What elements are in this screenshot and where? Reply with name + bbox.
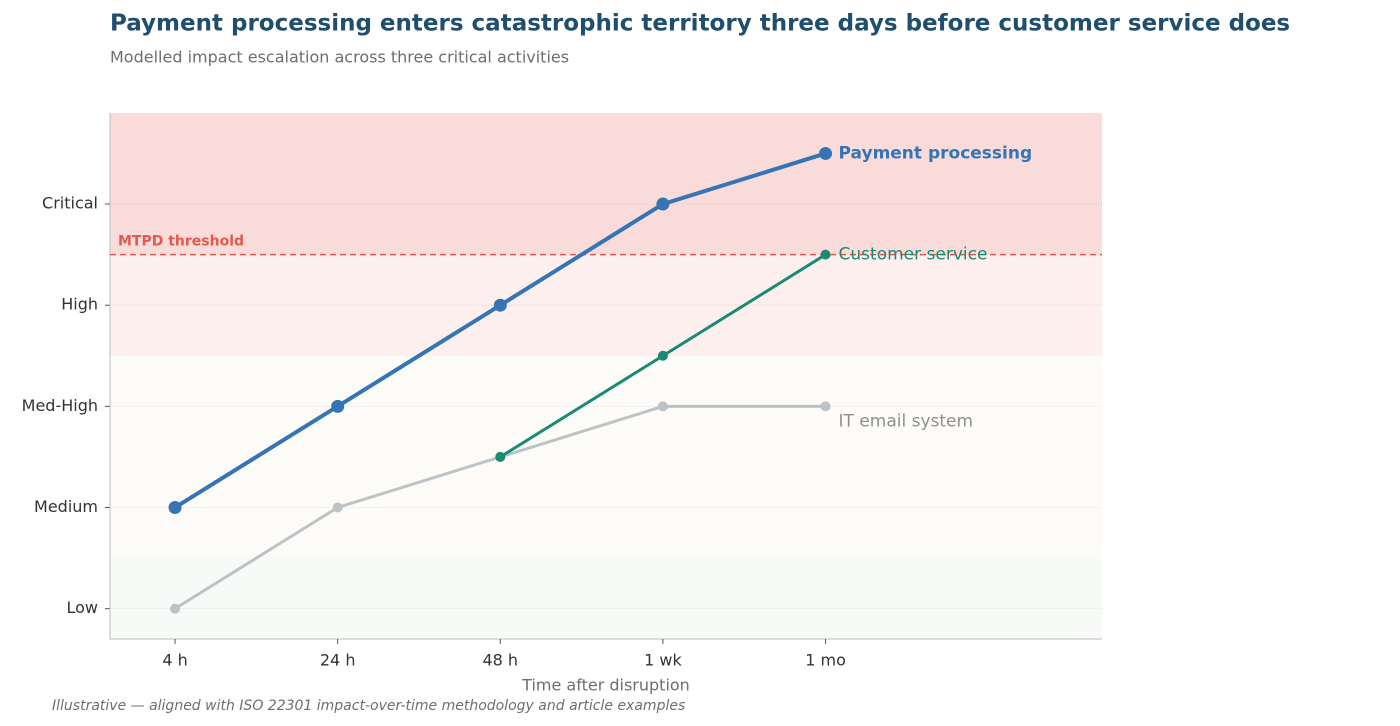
band	[110, 558, 1102, 639]
x-tick-label: 48 h	[482, 651, 518, 670]
x-tick-label: 24 h	[320, 651, 356, 670]
data-point	[493, 298, 507, 312]
data-point	[820, 249, 831, 260]
footnote: Illustrative — aligned with ISO 22301 im…	[52, 698, 685, 714]
y-tick-label: High	[61, 295, 98, 314]
data-point	[170, 603, 181, 614]
data-point	[819, 146, 833, 160]
x-tick-label: 1 wk	[644, 651, 682, 670]
data-point	[495, 451, 506, 462]
y-tick-label: Medium	[34, 497, 98, 516]
band	[110, 254, 1102, 356]
chart-title: Payment processing enters catastrophic t…	[110, 11, 1290, 37]
data-point	[657, 350, 668, 361]
data-point	[168, 501, 182, 514]
data-point	[332, 502, 343, 513]
y-tick-label: Med-High	[22, 396, 98, 415]
y-tick-label: Low	[66, 598, 98, 617]
x-axis-label: Time after disruption	[521, 676, 690, 695]
data-point	[820, 401, 831, 412]
x-tick-label: 4 h	[162, 651, 187, 670]
chart-subtitle: Modelled impact escalation across three …	[110, 48, 569, 67]
data-point	[657, 401, 668, 412]
band	[110, 113, 1102, 255]
data-point	[331, 399, 345, 413]
data-point	[656, 197, 670, 211]
x-tick-label: 1 mo	[805, 651, 846, 670]
threshold-label: MTPD threshold	[118, 234, 244, 250]
y-tick-label: Critical	[42, 194, 98, 213]
series-label: Customer service	[839, 245, 988, 265]
series-label: IT email system	[839, 411, 974, 431]
series-label: Payment processing	[839, 143, 1033, 163]
